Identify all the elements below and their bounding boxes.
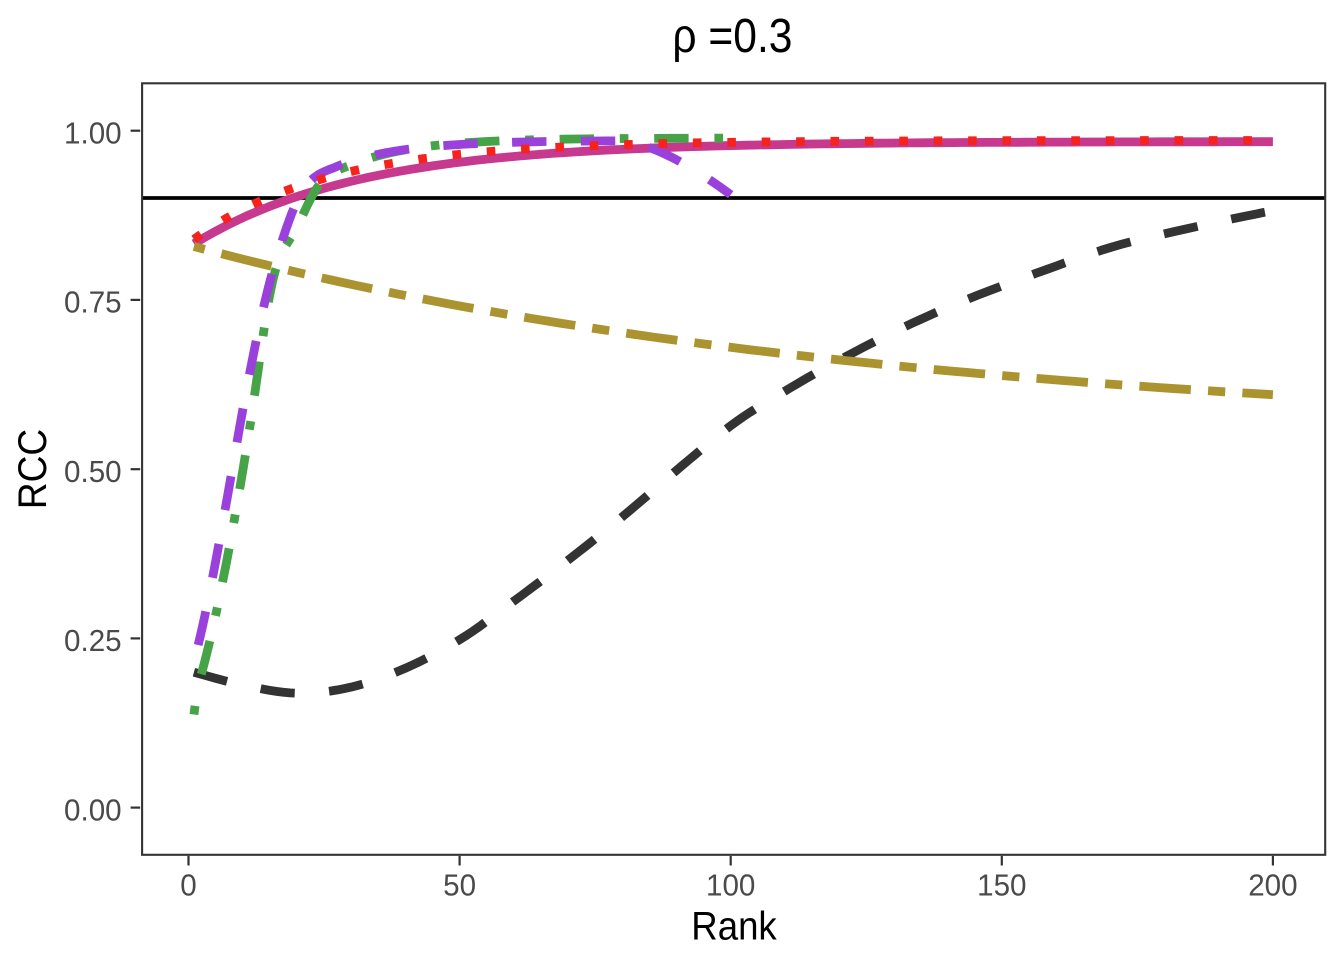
svg-text:150: 150 xyxy=(977,869,1026,902)
svg-text:200: 200 xyxy=(1248,869,1297,902)
svg-text:0.25: 0.25 xyxy=(64,625,122,658)
svg-text:1.00: 1.00 xyxy=(64,117,122,150)
svg-text:0.75: 0.75 xyxy=(64,286,122,319)
svg-text:RCC: RCC xyxy=(11,429,56,509)
svg-text:Rank: Rank xyxy=(691,904,777,949)
svg-text:100: 100 xyxy=(706,869,755,902)
svg-text:0.50: 0.50 xyxy=(64,456,122,489)
svg-text:50: 50 xyxy=(443,869,476,902)
svg-text:0: 0 xyxy=(180,869,196,902)
svg-text:0.00: 0.00 xyxy=(64,794,122,827)
svg-text:ρ =0.3: ρ =0.3 xyxy=(672,9,792,63)
